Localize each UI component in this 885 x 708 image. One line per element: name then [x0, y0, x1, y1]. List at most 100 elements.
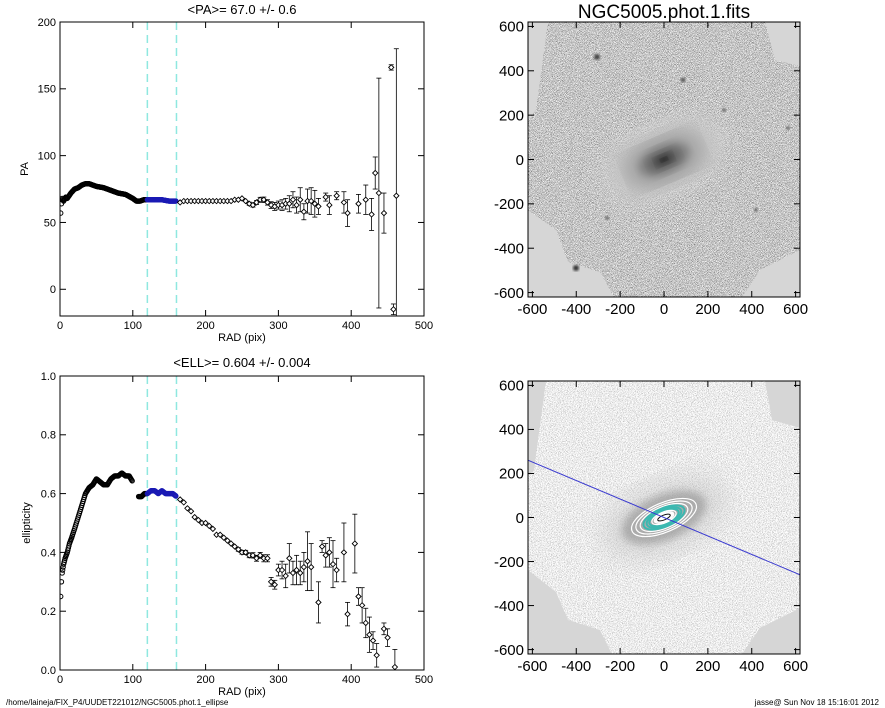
image-x-tick-label: -200	[605, 301, 635, 318]
contour-y-tick-label: 0	[516, 510, 524, 527]
ell-data-point	[358, 602, 366, 609]
core-contour	[657, 513, 671, 522]
ell-data-point	[355, 593, 362, 600]
ell-y-tick-label: 0.2	[41, 606, 56, 618]
ell-data-point	[366, 631, 373, 638]
pa-data-point	[315, 203, 322, 210]
pa-data-point	[390, 306, 397, 313]
ell-x-axis-label: RAD (pix)	[218, 686, 266, 698]
pa-data-point	[293, 201, 300, 209]
contour-x-tick-label: 200	[695, 658, 720, 675]
footer-timestamp: jasse@ Sun Nov 18 15:16:01 2012	[754, 698, 879, 707]
contour-y-tick-label: 400	[499, 422, 524, 439]
pa-data-point	[267, 201, 275, 209]
ell-data-point	[227, 540, 235, 547]
ell-data-point	[191, 513, 198, 521]
pa-data-point	[253, 199, 260, 206]
pa-data-point	[388, 64, 395, 71]
contour-x-tick-label: 0	[660, 658, 668, 675]
ell-data-point	[333, 566, 340, 574]
pa-y-tick-label: 50	[44, 217, 56, 229]
pa-data-point	[362, 196, 369, 203]
ell-data-point	[242, 549, 249, 556]
ell-data-point	[278, 566, 286, 574]
pa-data-point	[297, 196, 304, 203]
ell-data-point	[206, 522, 213, 530]
pa-data-point	[242, 197, 249, 205]
ell-data-point	[195, 516, 202, 524]
pa-x-axis-label: RAD (pix)	[218, 332, 266, 344]
contour-y-tick-label: 200	[499, 466, 524, 483]
image-x-tick-label: 400	[739, 301, 764, 318]
pa-axes-frame	[59, 21, 425, 317]
ell-data-point	[209, 525, 217, 533]
ell-data-point	[264, 555, 271, 562]
galaxy-light	[660, 157, 668, 162]
isophote-contour	[642, 504, 686, 531]
image-y-tick-label: 200	[499, 107, 524, 124]
ell-data-point	[380, 625, 388, 633]
ell-profile-point	[60, 570, 65, 576]
ell-data-point	[293, 566, 300, 574]
isophote-contour	[648, 507, 680, 528]
contour-x-tick-label: 600	[783, 658, 808, 675]
ell-data-point	[220, 534, 228, 541]
ell-data-point	[384, 634, 391, 641]
pa-data-point	[322, 193, 329, 201]
isophote-contour	[639, 502, 689, 533]
ell-data-point	[184, 505, 191, 512]
image-y-tick-label: -400	[494, 240, 524, 257]
isophote-contour	[635, 500, 693, 535]
image-x-tick-label: 600	[783, 301, 808, 318]
contour-x-tick-label: -600	[517, 658, 547, 675]
galaxy-image-panel: NGC5005.phot.1.fits -600 -400 -200 0 200 400 6…	[494, 2, 808, 318]
pa-y-axis-label: PA	[19, 161, 31, 176]
ell-x-tick-label: 200	[196, 674, 214, 686]
ell-data-point	[202, 519, 209, 527]
ell-data-point	[297, 569, 304, 577]
ell-data-point	[373, 652, 380, 659]
ell-data-point	[369, 637, 377, 644]
pa-y-tick-label: 150	[38, 84, 56, 96]
image-y-tick-label: -600	[494, 285, 524, 302]
contour-y-tick-label: -200	[494, 554, 524, 571]
ell-data-point	[187, 508, 195, 515]
ell-data-point	[224, 537, 231, 544]
galaxy-image	[528, 22, 800, 297]
pa-x-tick-label: 100	[124, 320, 142, 332]
image-y-tick-label: 400	[499, 63, 524, 80]
pa-title: <PA>= 67.0 +/- 0.6	[188, 2, 297, 17]
ell-data-point	[289, 569, 297, 577]
pa-data-point	[260, 196, 268, 203]
image-y-tick-label: 0	[516, 152, 524, 169]
ell-data-point	[315, 599, 322, 606]
ell-data-point	[340, 549, 348, 556]
galaxy-image-title: NGC5005.phot.1.fits	[578, 2, 750, 23]
pa-data-point	[355, 200, 362, 207]
ell-data-point	[176, 496, 184, 503]
pa-x-tick-label: 400	[342, 320, 360, 332]
pa-panel: <PA>= 67.0 +/- 0.6 0 100 200 300 400 500 0 50 10…	[19, 2, 433, 344]
contour-y-tick-label: 600	[499, 378, 524, 395]
pa-x-tick-label: 500	[415, 320, 433, 332]
ell-data-point	[322, 552, 329, 559]
ell-y-axis-label: ellipticity	[21, 502, 33, 544]
ell-profile-point	[60, 564, 66, 570]
ell-data-point	[304, 557, 311, 565]
pa-data-point	[238, 195, 246, 202]
ell-data-point	[249, 552, 257, 559]
pa-y-tick-label: 200	[38, 17, 56, 29]
ell-plot-area	[60, 376, 399, 670]
pa-data-point	[311, 200, 319, 207]
ell-data-point	[307, 563, 315, 571]
image-x-tick-label: 0	[660, 301, 668, 318]
image-y-tick-label: 600	[499, 19, 524, 36]
ell-panel: <ELL>= 0.604 +/- 0.004 0 100 200 300 400 5000…	[21, 355, 433, 698]
ell-data-point	[216, 531, 224, 538]
galaxy-image-ticks: -600 -400 -200 0 200 400 600 -600 -400 -200 0 200 40…	[494, 19, 808, 318]
image-x-tick-label: -400	[561, 301, 591, 318]
ell-x-tick-label: 500	[415, 674, 433, 686]
ell-ticks: 0 100 200 300 400 500 0.0 0.2 0.4 0.6 0.8 1.0	[41, 371, 433, 686]
ell-x-tick-label: 0	[57, 674, 63, 686]
pa-y-tick-label: 0	[50, 284, 56, 296]
